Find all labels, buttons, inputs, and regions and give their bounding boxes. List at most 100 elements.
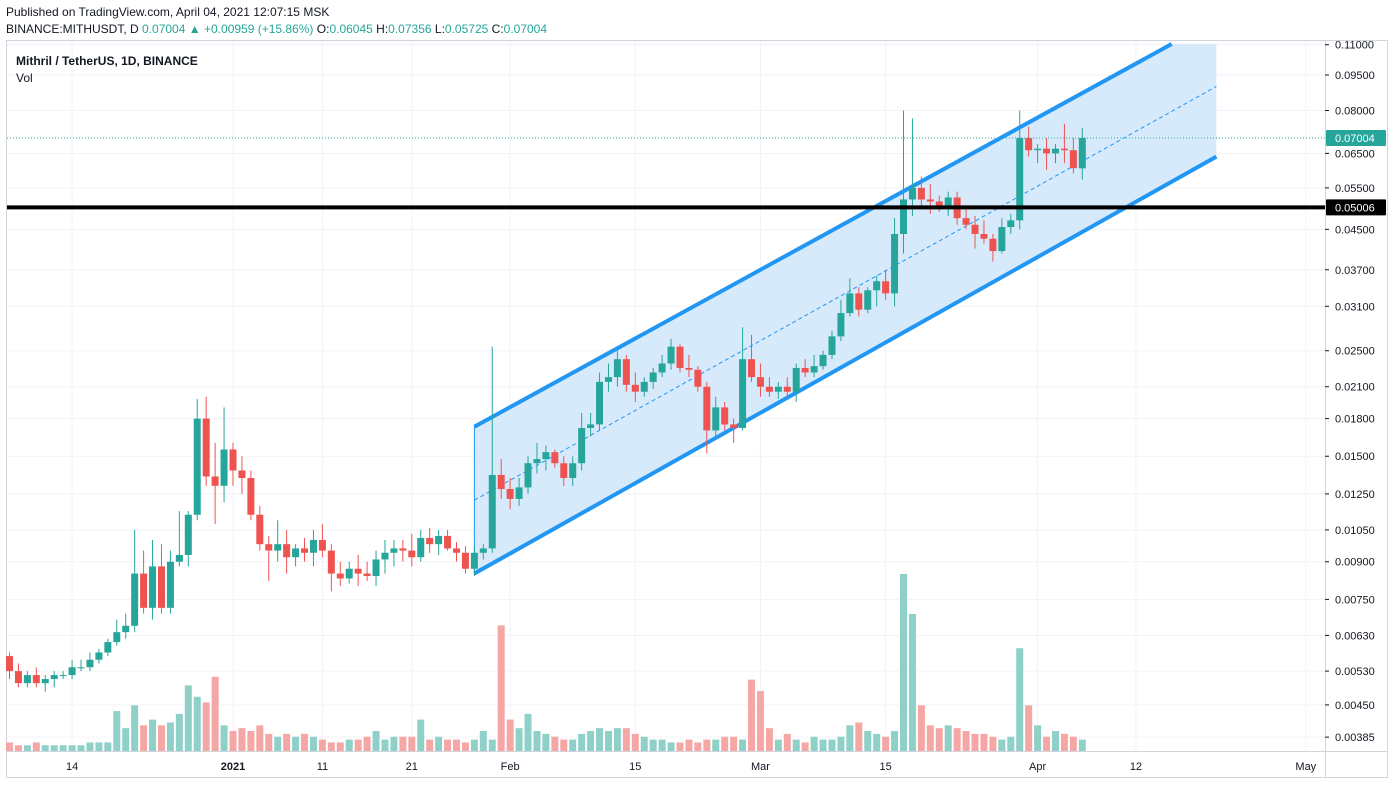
x-tick-label: 21 — [406, 761, 418, 773]
volume-bar — [336, 742, 344, 751]
volume-bar — [1060, 733, 1068, 751]
candle-body — [935, 201, 943, 206]
open-value: 0.06045 — [329, 22, 373, 36]
candle-body — [1034, 148, 1042, 151]
candle-body — [274, 544, 282, 551]
volume-bar — [435, 736, 443, 751]
volume-bar — [1007, 736, 1015, 751]
volume-bar — [390, 736, 398, 751]
candle-body — [435, 535, 443, 545]
y-tick-label: 0.00630 — [1335, 630, 1375, 642]
volume-bar — [408, 736, 416, 751]
legend-title: Mithril / TetherUS, 1D, BINANCE — [16, 54, 198, 68]
price-change: +0.00959 (+15.86%) — [204, 22, 314, 36]
volume-bar — [470, 739, 478, 751]
volume-bar — [345, 739, 353, 751]
candle-body — [461, 552, 469, 569]
x-tick-label: 15 — [629, 761, 641, 773]
volume-bar — [551, 736, 559, 751]
y-tick-label: 0.00450 — [1335, 700, 1375, 712]
volume-bar — [917, 705, 925, 751]
candle-body — [989, 238, 997, 252]
low-value: 0.05725 — [444, 22, 489, 36]
candle-body — [50, 675, 58, 680]
candle-body — [864, 290, 872, 310]
volume-bar — [309, 736, 317, 751]
x-tick-label: 12 — [1130, 761, 1142, 773]
volume-bar — [220, 725, 228, 751]
candle-body — [6, 656, 13, 672]
candle-body — [444, 535, 452, 549]
candle-body — [908, 187, 916, 200]
candle-body — [95, 652, 103, 660]
y-tick-label: 0.00900 — [1335, 557, 1375, 569]
candle-body — [596, 381, 604, 425]
volume-bar — [712, 739, 720, 751]
volume-bar — [1069, 736, 1077, 751]
volume-bar — [417, 719, 425, 751]
volume-bar — [184, 685, 192, 751]
candle-body — [765, 386, 773, 392]
volume-bar — [229, 731, 237, 751]
candle-body — [470, 552, 478, 569]
candle-body — [175, 554, 183, 562]
candle-body — [363, 573, 371, 576]
channel-fill — [474, 44, 1217, 574]
candle-body — [891, 233, 899, 294]
volume-bar — [1051, 731, 1059, 751]
candle-body — [229, 449, 237, 471]
y-tick-label: 0.08000 — [1335, 105, 1375, 117]
candle-body — [68, 667, 76, 676]
low-label: L: — [434, 22, 445, 36]
volume-bar — [247, 731, 255, 751]
candle-body — [211, 476, 219, 486]
chart-frame — [6, 40, 1388, 778]
volume-bar — [104, 742, 112, 751]
volume-bar — [828, 739, 836, 751]
candle-body — [59, 675, 67, 677]
volume-bar — [1034, 725, 1042, 751]
high-label: H: — [376, 22, 389, 36]
candle-body — [676, 346, 684, 368]
volume-bar — [211, 676, 219, 751]
volume-bar — [721, 736, 729, 751]
candle-body — [104, 642, 112, 653]
volume-bar — [792, 739, 800, 751]
candle-body — [345, 568, 353, 579]
volume-bar — [765, 728, 773, 751]
volume-bar — [998, 739, 1006, 751]
volume-bar — [587, 731, 595, 751]
candle-body — [77, 667, 85, 669]
volume-bar — [596, 728, 604, 751]
x-tick-label: May — [1295, 761, 1316, 773]
volume-bar — [801, 742, 809, 751]
candle-body — [774, 386, 782, 392]
volume-legend: Vol — [16, 71, 33, 85]
candle-body — [479, 548, 487, 553]
volume-bar — [274, 736, 282, 751]
candle-body — [560, 463, 568, 479]
x-tick-label: 11 — [317, 761, 328, 773]
candle-body — [542, 452, 550, 460]
candle-body — [399, 548, 407, 551]
volume-bar — [864, 731, 872, 751]
candle-body — [613, 359, 621, 378]
candle-body — [622, 359, 630, 385]
volume-bar — [1043, 736, 1051, 751]
volume-bar — [703, 739, 711, 751]
candle-body — [1016, 138, 1024, 221]
candle-body — [819, 354, 827, 367]
candle-body — [980, 233, 988, 239]
volume-bar — [113, 711, 121, 751]
x-tick-label: Feb — [501, 761, 520, 773]
volume-bar — [426, 739, 434, 751]
candle-body — [1007, 220, 1015, 228]
candle-body — [640, 381, 648, 392]
candle-body — [309, 539, 317, 553]
candle-body — [748, 359, 756, 378]
candle-body — [41, 679, 49, 684]
y-tick-label: 0.00530 — [1335, 666, 1375, 678]
volume-bar — [1016, 648, 1024, 751]
candle-body — [578, 427, 586, 464]
